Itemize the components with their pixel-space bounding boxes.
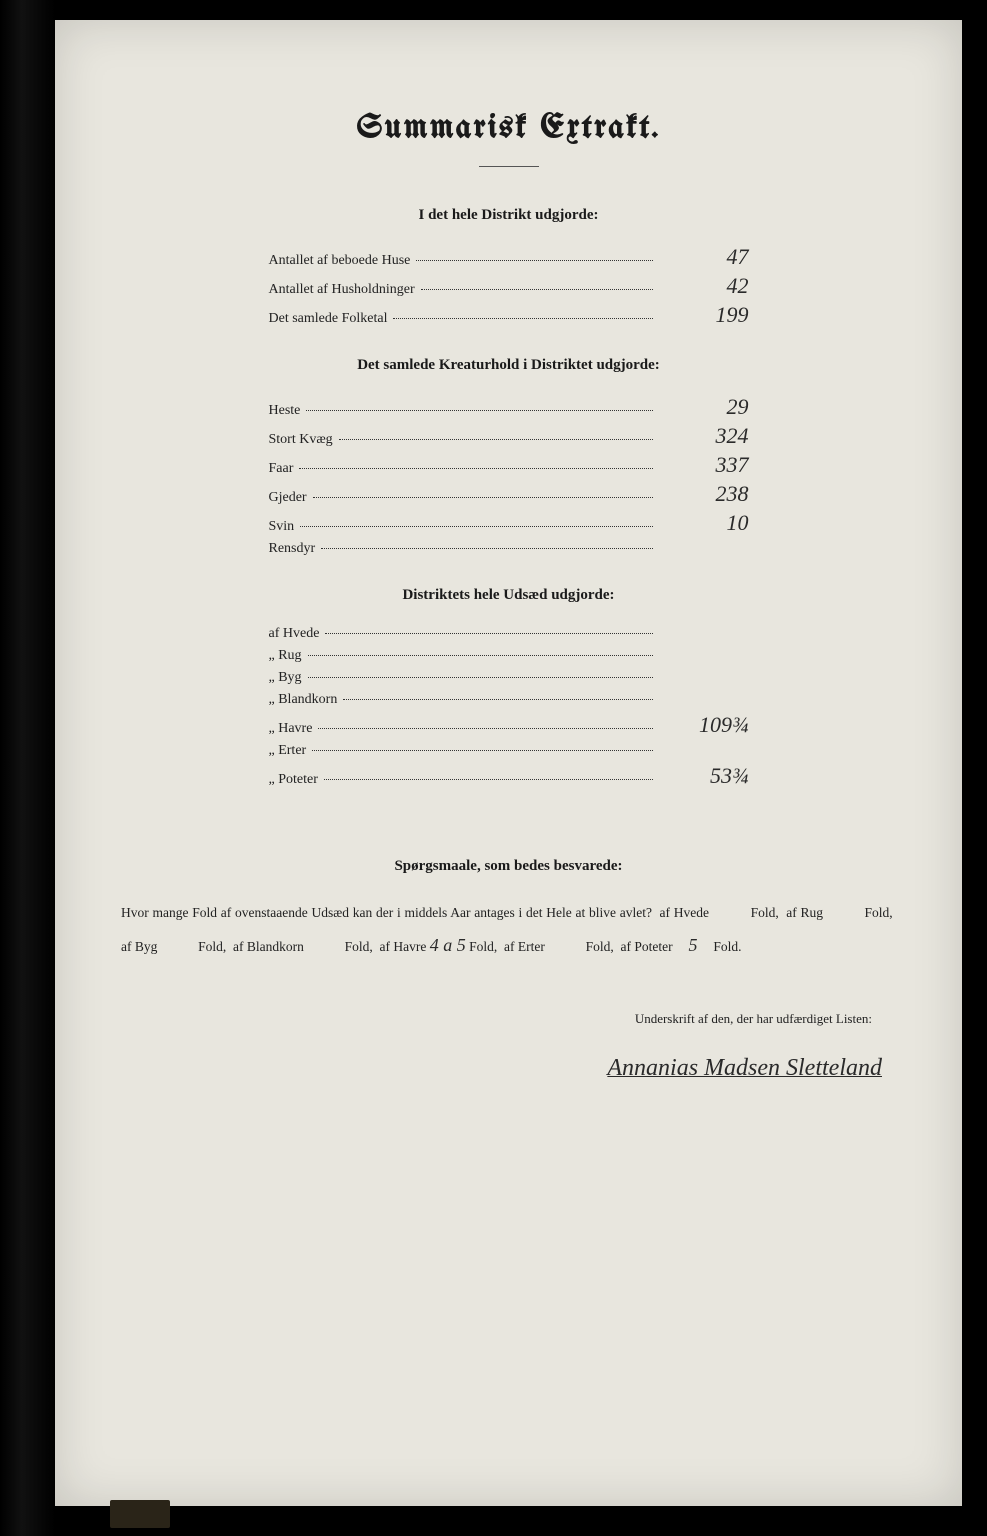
value: 199 xyxy=(659,304,749,326)
label: Stort Kvæg xyxy=(269,432,333,448)
row-households: Antallet af Husholdninger 42 xyxy=(269,275,749,298)
value: 53¾ xyxy=(659,765,749,787)
q-peas-suf: Fold, xyxy=(586,939,614,954)
q-wheat-suf: Fold, xyxy=(751,905,779,920)
row-population: Det samlede Folketal 199 xyxy=(269,304,749,327)
label: af Hvede xyxy=(269,626,320,642)
row-goats: Gjeder 238 xyxy=(269,483,749,506)
q-oats-pre: af Havre xyxy=(380,939,427,954)
row-cattle: Stort Kvæg 324 xyxy=(269,425,749,448)
section3-rows: af Hvede „ Rug „ Byg „ Blandkorn „ Havre xyxy=(269,626,749,788)
row-potatoes: „ Poteter 53¾ xyxy=(269,765,749,788)
q-pot-suf: Fold. xyxy=(713,939,741,954)
scan-frame: Summarisk Extrakt. I det hele Distrikt u… xyxy=(0,0,987,1536)
leader-dots xyxy=(416,260,652,261)
row-horses: Heste 29 xyxy=(269,396,749,419)
binding-edge xyxy=(0,0,55,1536)
q-wheat-pre: af Hvede xyxy=(660,905,709,920)
value: 29 xyxy=(659,396,749,418)
value: 109¾ xyxy=(659,714,749,736)
label: Gjeder xyxy=(269,490,307,506)
q-mixed-suf: Fold, xyxy=(345,939,373,954)
section2-rows: Heste 29 Stort Kvæg 324 Faar 337 Gjeder … xyxy=(269,396,749,557)
leader-dots xyxy=(308,655,653,656)
questions-heading: Spørgsmaale, som bedes besvarede: xyxy=(115,858,902,875)
q-oats-val: 4 a 5 xyxy=(430,927,466,965)
row-pigs: Svin 10 xyxy=(269,512,749,535)
value: 10 xyxy=(659,512,749,534)
page-title: Summarisk Extrakt. xyxy=(115,110,902,146)
row-mixedgrain: „ Blandkorn xyxy=(269,692,749,708)
signature-label: Underskrift af den, der har udfærdiget L… xyxy=(115,1011,902,1027)
label: Rensdyr xyxy=(269,541,316,557)
title-rule xyxy=(479,166,539,167)
leader-dots xyxy=(324,779,653,780)
section1-rows: Antallet af beboede Huse 47 Antallet af … xyxy=(269,246,749,327)
q-pot-val: 5 xyxy=(676,927,710,965)
section2-heading: Det samlede Kreaturhold i Distriktet udg… xyxy=(115,357,902,374)
leader-dots xyxy=(308,677,653,678)
questions-paragraph: Hvor mange Fold af ovenstaaende Udsæd ka… xyxy=(115,899,902,965)
value: 42 xyxy=(659,275,749,297)
q-pot-pre: af Poteter xyxy=(620,939,672,954)
leader-dots xyxy=(343,699,652,700)
q-barley-suf: Fold, xyxy=(198,939,226,954)
label: Det samlede Folketal xyxy=(269,311,388,327)
label: Faar xyxy=(269,461,294,477)
leader-dots xyxy=(325,633,652,634)
q-barley-pre: af Byg xyxy=(121,939,157,954)
value: 337 xyxy=(659,454,749,476)
row-reindeer: Rensdyr xyxy=(269,541,749,557)
leader-dots xyxy=(393,318,652,319)
signature-name: Annanias Madsen Sletteland xyxy=(115,1055,902,1082)
archive-tab xyxy=(110,1500,170,1528)
leader-dots xyxy=(313,497,653,498)
q-peas-pre: af Erter xyxy=(504,939,545,954)
value: 238 xyxy=(659,483,749,505)
label: Antallet af Husholdninger xyxy=(269,282,415,298)
row-houses: Antallet af beboede Huse 47 xyxy=(269,246,749,269)
row-peas: „ Erter xyxy=(269,743,749,759)
q-oats-suf: Fold, xyxy=(469,939,497,954)
q-rye-suf: Fold, xyxy=(865,905,893,920)
row-barley: „ Byg xyxy=(269,670,749,686)
label: Antallet af beboede Huse xyxy=(269,253,411,269)
leader-dots xyxy=(312,750,652,751)
document-page: Summarisk Extrakt. I det hele Distrikt u… xyxy=(55,20,962,1506)
label: Svin xyxy=(269,519,295,535)
leader-dots xyxy=(318,728,652,729)
questions-intro: Hvor mange Fold af ovenstaaende Udsæd ka… xyxy=(121,905,652,920)
label: „ Poteter xyxy=(269,772,318,788)
label: „ Havre xyxy=(269,721,313,737)
value: 47 xyxy=(659,246,749,268)
q-rye-pre: af Rug xyxy=(786,905,823,920)
label: „ Erter xyxy=(269,743,307,759)
leader-dots xyxy=(339,439,653,440)
label: „ Byg xyxy=(269,670,302,686)
leader-dots xyxy=(300,526,652,527)
row-rye: „ Rug xyxy=(269,648,749,664)
leader-dots xyxy=(321,548,652,549)
q-mixed-pre: af Blandkorn xyxy=(233,939,304,954)
leader-dots xyxy=(299,468,652,469)
label: „ Blandkorn xyxy=(269,692,338,708)
label: Heste xyxy=(269,403,301,419)
row-oats: „ Havre 109¾ xyxy=(269,714,749,737)
row-sheep: Faar 337 xyxy=(269,454,749,477)
row-wheat: af Hvede xyxy=(269,626,749,642)
leader-dots xyxy=(421,289,653,290)
value: 324 xyxy=(659,425,749,447)
section1-heading: I det hele Distrikt udgjorde: xyxy=(115,207,902,224)
section3-heading: Distriktets hele Udsæd udgjorde: xyxy=(115,587,902,604)
label: „ Rug xyxy=(269,648,302,664)
leader-dots xyxy=(306,410,652,411)
